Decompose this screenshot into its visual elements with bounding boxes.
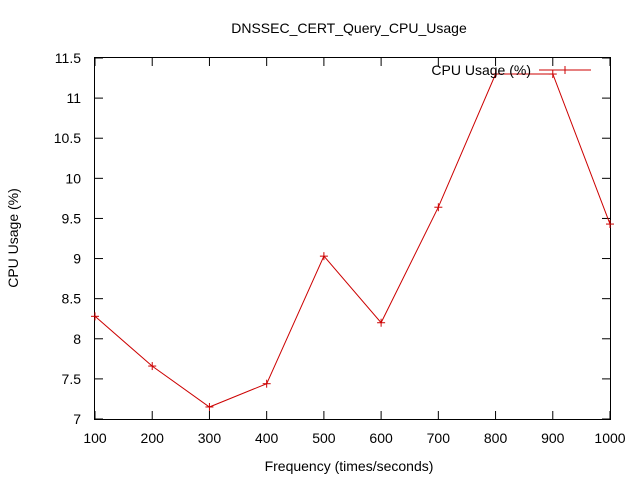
- data-point: [606, 220, 614, 229]
- x-axis-label: Frequency (times/seconds): [265, 458, 434, 474]
- y-tick-label: 10: [65, 170, 81, 186]
- x-tick-label: 600: [369, 430, 393, 446]
- y-tick-label: 8.5: [62, 291, 82, 307]
- x-tick-label: 700: [427, 430, 451, 446]
- y-axis: 7 7.5 8 8.5 9 9.5 10 10.5 11 11.5: [54, 50, 610, 427]
- legend-label: CPU Usage (%): [431, 62, 531, 78]
- y-tick-label: 9: [73, 251, 81, 267]
- legend-marker: [561, 66, 569, 74]
- plot-frame: [94, 57, 611, 420]
- data-point: [548, 70, 557, 79]
- x-tick-label: 1000: [594, 430, 625, 446]
- data-point: [377, 318, 386, 327]
- data-point: [491, 70, 500, 79]
- x-axis: 100 200 300 400 500 600 700 800 900 1000: [83, 58, 626, 446]
- data-point: [205, 402, 214, 411]
- y-tick-label: 11: [66, 90, 81, 106]
- x-tick-label: 200: [141, 430, 165, 446]
- x-tick-label: 900: [541, 430, 565, 446]
- x-tick-label: 500: [312, 430, 336, 446]
- y-tick-label: 8: [73, 331, 81, 347]
- y-tick-label: 7.5: [62, 371, 82, 387]
- x-tick-label: 100: [83, 430, 107, 446]
- x-tick-label: 300: [198, 430, 222, 446]
- y-tick-label: 10.5: [54, 130, 81, 146]
- y-tick-label: 11.5: [55, 50, 81, 66]
- legend: CPU Usage (%): [431, 62, 591, 78]
- data-point: [319, 252, 328, 261]
- data-point: [262, 379, 271, 388]
- y-tick-label: 9.5: [62, 210, 82, 226]
- data-point: [91, 312, 99, 321]
- data-point: [148, 362, 157, 371]
- y-tick-label: 7: [73, 411, 81, 427]
- series-line: [94, 73, 611, 408]
- x-tick-label: 400: [255, 430, 279, 446]
- x-tick-label: 800: [484, 430, 508, 446]
- series-layer: [91, 70, 614, 411]
- chart-title: DNSSEC_CERT_Query_CPU_Usage: [231, 20, 467, 36]
- y-axis-label: CPU Usage (%): [5, 188, 21, 288]
- data-point: [434, 203, 443, 212]
